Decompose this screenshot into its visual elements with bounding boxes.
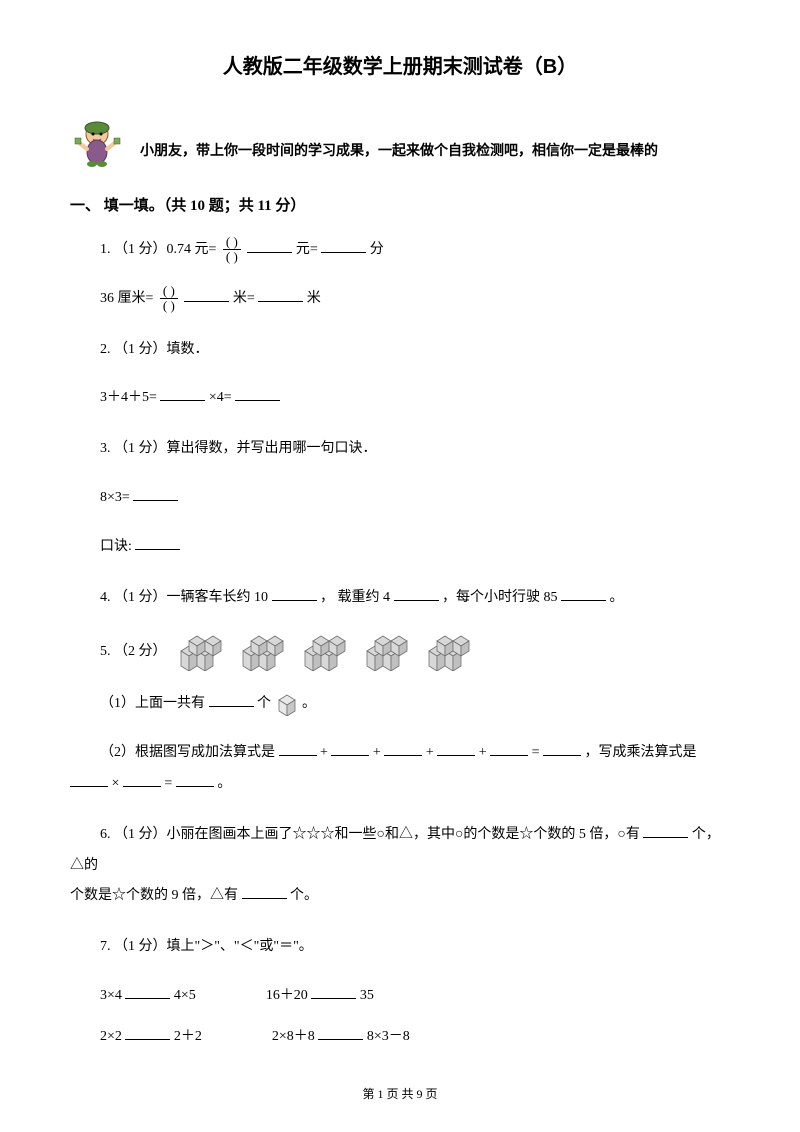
q1-unit4: 米: [307, 291, 321, 306]
plus: +: [426, 745, 434, 760]
q3-prefix: 3. （1 分）算出得数，并写出用哪一句口诀．: [100, 434, 730, 465]
blank[interactable]: [209, 691, 254, 707]
blank[interactable]: [123, 771, 161, 787]
eq: =: [164, 776, 172, 791]
q2-prefix: 2. （1 分）填数．: [100, 335, 730, 366]
blank[interactable]: [643, 822, 688, 838]
blank[interactable]: [258, 286, 303, 302]
cube-group-icon: [176, 633, 226, 671]
plus: +: [479, 745, 487, 760]
blank[interactable]: [272, 585, 317, 601]
intro-row: 小朋友，带上你一段时间的学习成果，一起来做个自我检测吧，相信你一定是最棒的: [70, 114, 730, 169]
q7-r1c2b: 35: [360, 988, 374, 1003]
fraction-icon: ( )( ): [160, 284, 178, 314]
question-7: 7. （1 分）填上"＞"、"＜"或"＝"。 3×4 4×5 16＋20 35 …: [100, 932, 730, 1052]
question-3: 3. （1 分）算出得数，并写出用哪一句口诀． 8×3= 口诀:: [100, 434, 730, 562]
section-1-header: 一、 填一填。（共 10 题；共 11 分）: [70, 194, 730, 215]
page-footer: 第 1 页 共 9 页: [0, 1085, 800, 1102]
blank[interactable]: [318, 1024, 363, 1040]
intro-text: 小朋友，带上你一段时间的学习成果，一起来做个自我检测吧，相信你一定是最棒的: [140, 139, 658, 169]
blank[interactable]: [384, 740, 422, 756]
blank[interactable]: [311, 983, 356, 999]
blank[interactable]: [279, 740, 317, 756]
q3-expr: 8×3=: [100, 490, 130, 505]
question-5: 5. （2 分）: [100, 633, 730, 799]
cube-group-icon: [424, 633, 474, 671]
blank[interactable]: [331, 740, 369, 756]
blank[interactable]: [394, 585, 439, 601]
q5-sub2-mid: ，写成乘法算式是: [585, 745, 697, 760]
q1-prefix: 1. （1 分）0.74 元=: [100, 242, 216, 257]
q1-line2: 36 厘米=: [100, 291, 153, 306]
question-6: 6. （1 分）小丽在图画本上画了☆☆☆和一些○和△，其中○的个数是☆个数的 5…: [70, 820, 730, 912]
times: ×: [112, 776, 120, 791]
cube-group-icon: [300, 633, 350, 671]
q4-prefix: 4. （1 分）一辆客车长约 10: [100, 590, 268, 605]
blank[interactable]: [125, 983, 170, 999]
blank[interactable]: [247, 237, 292, 253]
blank[interactable]: [125, 1024, 170, 1040]
plus: +: [373, 745, 381, 760]
q6-t4: 个。: [290, 888, 318, 903]
blank[interactable]: [235, 385, 280, 401]
blank[interactable]: [321, 237, 366, 253]
q5-sub1-suffix: 个: [257, 696, 271, 711]
q4-p4: 。: [610, 590, 624, 605]
plus: +: [320, 745, 328, 760]
blank[interactable]: [133, 485, 178, 501]
q7-r1c2a: 16＋20: [266, 988, 308, 1003]
q5-sub1-end: 。: [302, 696, 316, 711]
blank[interactable]: [543, 740, 581, 756]
q6-t1: 6. （1 分）小丽在图画本上画了☆☆☆和一些○和△，其中○的个数是☆个数的 5…: [100, 827, 640, 842]
q5-sub2-prefix: （2）根据图写成加法算式是: [100, 745, 275, 760]
q2-mid: ×4=: [209, 390, 232, 405]
q3-koujue: 口诀:: [100, 539, 132, 554]
mascot-icon: [70, 114, 125, 169]
q7-r2c1a: 2×2: [100, 1029, 122, 1044]
single-cube-icon: [275, 692, 299, 716]
page-title: 人教版二年级数学上册期末测试卷（B）: [70, 50, 730, 79]
blank[interactable]: [135, 534, 180, 550]
q7-r1c1a: 3×4: [100, 988, 122, 1003]
blank[interactable]: [184, 286, 229, 302]
q6-t3: 个数是☆个数的 9 倍，△有: [70, 888, 238, 903]
q2-expr: 3＋4＋5=: [100, 390, 157, 405]
q7-r1c1b: 4×5: [174, 988, 196, 1003]
blank[interactable]: [70, 771, 108, 787]
q5-sub1-prefix: （1）上面一共有: [100, 696, 205, 711]
q4-p2: ， 载重约 4: [320, 590, 390, 605]
blank[interactable]: [176, 771, 214, 787]
cube-groups: [170, 633, 480, 671]
question-1: 1. （1 分）0.74 元= ( )( ) 元= 分 36 厘米= ( )( …: [100, 235, 730, 315]
q7-r2c1b: 2＋2: [174, 1029, 202, 1044]
blank[interactable]: [160, 385, 205, 401]
question-4: 4. （1 分）一辆客车长约 10 ， 载重约 4 ，每个小时行驶 85 。: [100, 583, 730, 614]
blank[interactable]: [490, 740, 528, 756]
eq: =: [532, 745, 540, 760]
q7-r2c2a: 2×8＋8: [272, 1029, 315, 1044]
blank[interactable]: [242, 883, 287, 899]
blank[interactable]: [437, 740, 475, 756]
q5-sub2-end: 。: [217, 776, 231, 791]
blank[interactable]: [561, 585, 606, 601]
cube-group-icon: [362, 633, 412, 671]
cube-group-icon: [238, 633, 288, 671]
q5-prefix: 5. （2 分）: [100, 645, 167, 660]
question-2: 2. （1 分）填数． 3＋4＋5= ×4=: [100, 335, 730, 415]
fraction-icon: ( )( ): [223, 235, 241, 265]
q7-prefix: 7. （1 分）填上"＞"、"＜"或"＝"。: [100, 932, 730, 963]
q1-unit2: 分: [370, 242, 384, 257]
q7-r2c2b: 8×3－8: [367, 1029, 410, 1044]
q1-unit1: 元=: [296, 242, 318, 257]
q1-unit3: 米=: [233, 291, 255, 306]
q4-p3: ，每个小时行驶 85: [442, 590, 558, 605]
